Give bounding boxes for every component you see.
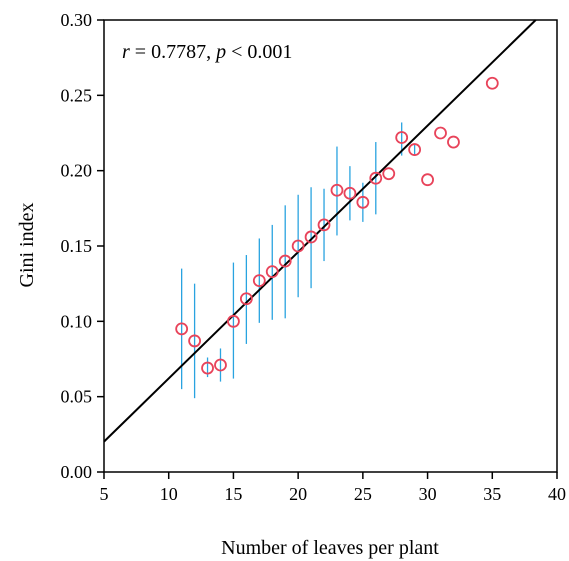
- regression-line-group: [104, 20, 536, 442]
- data-point: [383, 168, 394, 179]
- y-tick-label: 0.15: [61, 236, 93, 256]
- correlation-annotation: r = 0.7787, p < 0.001: [122, 41, 292, 63]
- y-tick-label: 0.25: [61, 85, 93, 105]
- x-tick-label: 25: [354, 484, 372, 504]
- data-point: [487, 78, 498, 89]
- x-axis-label: Number of leaves per plant: [221, 537, 439, 559]
- r-value-text: = 0.7787,: [130, 41, 216, 63]
- p-value-text: < 0.001: [226, 41, 292, 63]
- r-symbol: r: [122, 41, 130, 63]
- y-axis-label: Gini index: [16, 203, 38, 288]
- x-tick-label: 15: [224, 484, 242, 504]
- y-tick-label: 0.00: [61, 462, 93, 482]
- p-symbol: p: [214, 41, 226, 63]
- x-tick-label: 35: [483, 484, 501, 504]
- data-point: [422, 174, 433, 185]
- y-tick-label: 0.20: [61, 161, 93, 181]
- x-tick-label: 20: [289, 484, 307, 504]
- y-axis-ticks: 0.00 0.05 0.10 0.15 0.20 0.25 0.30: [61, 10, 105, 482]
- regression-line: [104, 20, 536, 442]
- x-tick-label: 5: [100, 484, 109, 504]
- x-tick-label: 40: [548, 484, 566, 504]
- y-tick-label: 0.10: [61, 311, 93, 331]
- data-point: [448, 137, 459, 148]
- x-axis-ticks: 5 10 15 20 25 30 35 40: [100, 472, 567, 504]
- x-tick-label: 10: [160, 484, 178, 504]
- error-bars: [182, 122, 415, 398]
- y-tick-label: 0.30: [61, 10, 93, 30]
- data-point: [435, 128, 446, 139]
- x-tick-label: 30: [419, 484, 437, 504]
- y-tick-label: 0.05: [61, 387, 93, 407]
